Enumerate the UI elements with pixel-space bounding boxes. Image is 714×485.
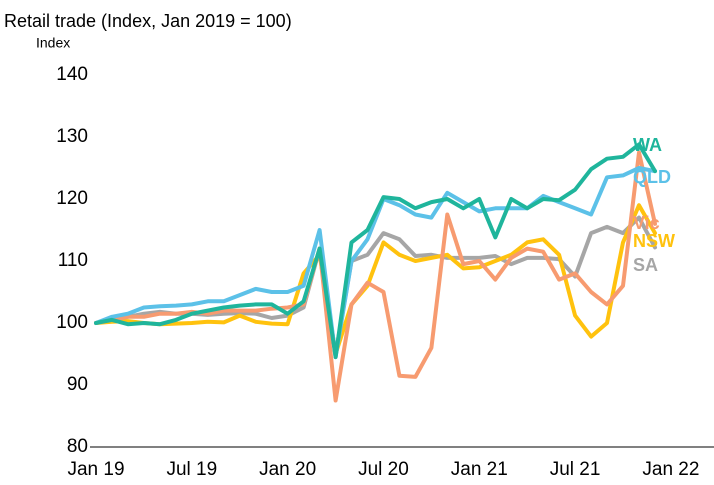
legend-label: NSW — [633, 231, 675, 251]
series-line — [94, 142, 657, 360]
y-axis-label: Index — [36, 35, 70, 51]
series-line — [94, 150, 657, 403]
legend-label: QLD — [633, 167, 671, 187]
legend-label: Vic — [633, 213, 660, 233]
x-tick-label: Jul 19 — [166, 459, 217, 480]
x-tick-label: Jul 20 — [358, 459, 409, 480]
y-tick-label: 120 — [56, 188, 88, 209]
y-tick-label: 130 — [56, 126, 88, 147]
series-line — [94, 203, 657, 356]
y-tick-label: 80 — [67, 436, 88, 457]
x-tick-label: Jan 22 — [642, 459, 699, 480]
y-tick-label: 140 — [56, 64, 88, 85]
y-tick-label: 110 — [58, 250, 88, 271]
x-tick-label: Jan 20 — [259, 459, 316, 480]
chart-title: Retail trade (Index, Jan 2019 = 100) — [4, 11, 292, 31]
y-tick-label: 90 — [67, 374, 88, 395]
y-tick-label: 100 — [56, 312, 88, 333]
legend-label: SA — [633, 255, 658, 275]
x-tick-label: Jan 21 — [451, 459, 508, 480]
x-tick-label: Jan 19 — [67, 459, 124, 480]
x-tick-label: Jul 21 — [550, 459, 601, 480]
series-line — [94, 166, 657, 360]
legend-label: WA — [633, 135, 662, 155]
